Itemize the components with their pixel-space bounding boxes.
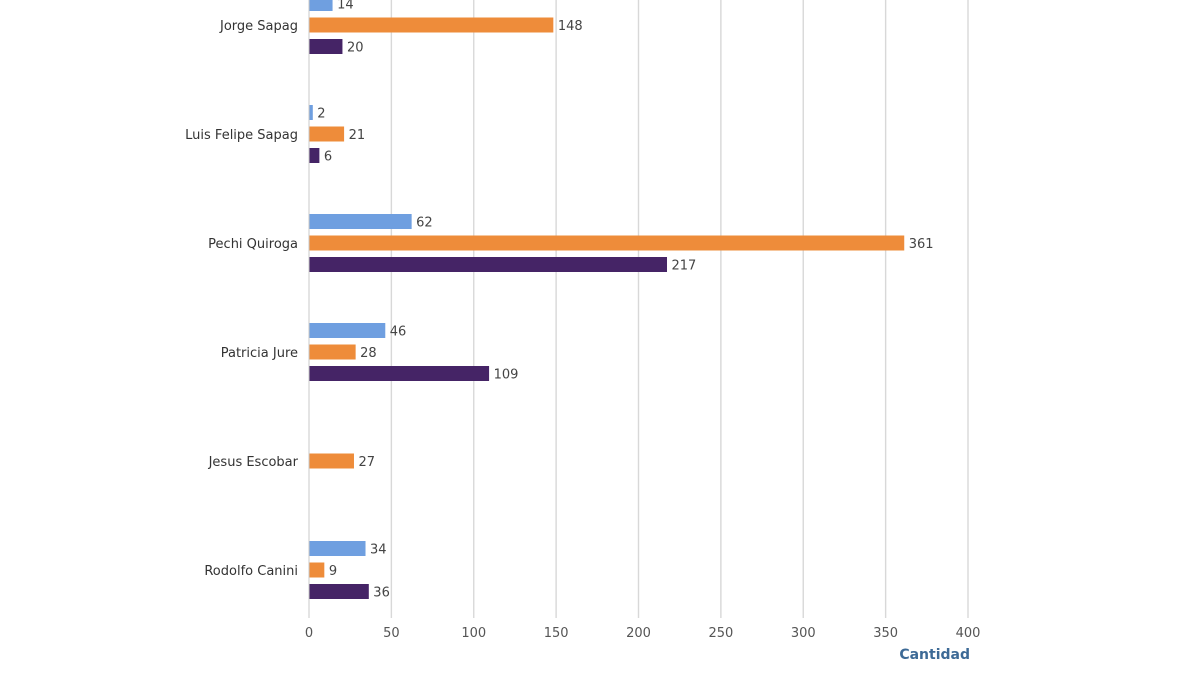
value-label: 34	[370, 543, 387, 558]
x-tick-label: 250	[708, 626, 733, 641]
category-label: Patricia Jure	[221, 346, 298, 361]
x-tick-label: 200	[626, 626, 651, 641]
bar	[309, 366, 490, 381]
bar	[309, 584, 369, 599]
value-label: 21	[349, 128, 366, 143]
category-labels: Jorge Sapag Luis Felipe Sapag Pechi Quirog…	[185, 19, 298, 579]
x-tick-label: 50	[383, 626, 400, 641]
bar	[309, 562, 325, 578]
x-tick-label: 0	[305, 626, 313, 641]
bar	[309, 0, 333, 11]
bar	[309, 541, 366, 556]
x-tick-label: 150	[544, 626, 569, 641]
bar	[309, 344, 356, 360]
value-label: 14	[337, 0, 354, 13]
bar	[309, 39, 343, 54]
x-tick-label: 300	[791, 626, 816, 641]
bar	[309, 235, 905, 251]
bar	[309, 148, 320, 163]
category-label: Luis Felipe Sapag	[185, 128, 298, 143]
x-axis-ticks: 0 50 100 150 200 250 300 350 400	[305, 626, 981, 641]
value-label: 9	[329, 564, 337, 579]
bar	[309, 105, 313, 120]
value-label: 361	[909, 237, 934, 252]
category-label: Jorge Sapag	[219, 19, 298, 34]
bar	[309, 126, 345, 142]
bar	[309, 257, 668, 272]
value-label: 46	[390, 325, 407, 340]
bars: 14 2 62 46 34 148 21 361 28 27 9 20 6 217 109 36	[309, 0, 934, 601]
bar	[309, 17, 554, 33]
bar	[309, 453, 354, 469]
value-label: 27	[358, 455, 375, 470]
category-label: Pechi Quiroga	[208, 237, 298, 252]
value-label: 217	[672, 259, 697, 274]
value-label: 109	[494, 368, 519, 383]
value-label: 62	[416, 216, 433, 231]
bar	[309, 323, 386, 338]
value-label: 36	[373, 586, 390, 601]
x-axis-title: Cantidad	[899, 647, 970, 663]
bar	[309, 214, 412, 229]
value-label: 20	[347, 41, 364, 56]
value-label: 6	[324, 150, 332, 165]
x-tick-label: 400	[956, 626, 981, 641]
gridlines	[390, 0, 969, 618]
x-tick-label: 100	[461, 626, 486, 641]
value-label: 2	[317, 107, 325, 122]
category-label: Jesus Escobar	[208, 455, 299, 470]
x-tick-label: 350	[873, 626, 898, 641]
value-label: 28	[360, 346, 377, 361]
value-label: 148	[558, 19, 583, 34]
category-label: Rodolfo Canini	[204, 564, 298, 579]
